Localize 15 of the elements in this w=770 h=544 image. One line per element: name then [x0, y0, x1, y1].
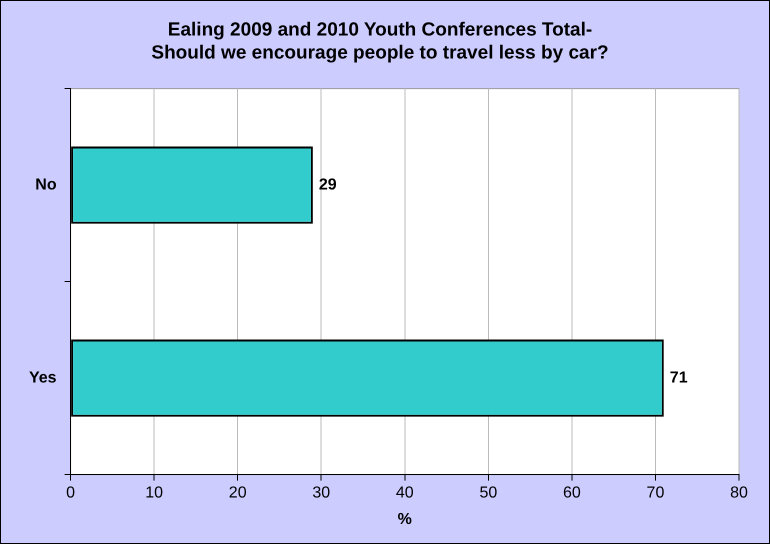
y-tick-label: No	[35, 176, 57, 194]
x-tick-label: 20	[228, 484, 247, 502]
x-tick-label: 70	[646, 484, 664, 502]
y-tick-label: Yes	[28, 370, 57, 387]
x-tick-label: 0	[66, 484, 76, 502]
x-tick-label: 30	[312, 484, 330, 502]
x-axis-title: %	[398, 510, 412, 528]
data-label: 71	[670, 370, 688, 387]
x-tick-label: 40	[396, 484, 414, 502]
x-tick-label: 10	[145, 484, 164, 502]
x-tick-label: 60	[563, 484, 581, 502]
chart-title: Ealing 2009 and 2010 Youth Conferences Total- Should we encourage people to travel less by car?	[151, 20, 609, 64]
x-tick-label: 50	[479, 484, 498, 502]
x-tick-label: 80	[730, 484, 748, 502]
data-label: 29	[318, 176, 337, 194]
